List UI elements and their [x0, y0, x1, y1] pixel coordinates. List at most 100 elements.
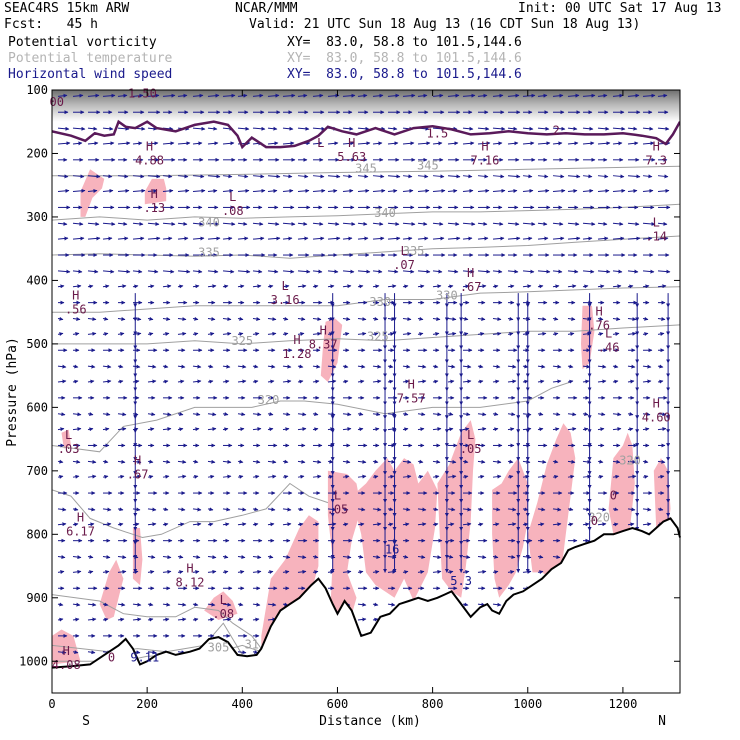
- wind-vector-1339: [462, 602, 469, 607]
- y-tick-label-1: 200: [26, 146, 48, 160]
- wind-vector-620: [132, 331, 142, 336]
- wind-vector-127: [117, 141, 131, 146]
- wind-vector-453: [87, 269, 99, 274]
- wind-vector-230: [432, 174, 445, 179]
- wind-vector-1018: [567, 474, 575, 479]
- wind-vector-517: [432, 284, 442, 289]
- wind-vector-236: [522, 174, 533, 179]
- wind-vector-120: [627, 126, 638, 131]
- wind-vector-144: [372, 141, 383, 146]
- wind-vector-1236: [147, 570, 155, 574]
- wind-vector-951: [177, 459, 187, 464]
- wind-vector-1014: [507, 474, 514, 479]
- wind-vector-1016: [537, 474, 547, 479]
- wind-vector-608: [567, 317, 576, 321]
- wind-vector-993: [192, 474, 199, 479]
- wind-vector-956: [252, 459, 261, 464]
- south-label: S: [82, 714, 90, 729]
- wind-vector-995: [222, 474, 232, 479]
- x-tick-label-6: 1200: [608, 697, 637, 711]
- wind-vector-649: [567, 331, 575, 336]
- wind-vector-713: [297, 364, 304, 369]
- wind-vector-820: [57, 412, 66, 417]
- wind-vector-496: [117, 284, 127, 289]
- wind-vector-575: [72, 317, 81, 321]
- wind-vector-28: [477, 93, 488, 98]
- wind-vector-944: [72, 459, 81, 464]
- wind-vector-1117: [207, 522, 214, 527]
- wind-vector-745: [162, 379, 169, 384]
- wind-vector-251: [132, 188, 146, 193]
- wind-vector-10: [207, 93, 220, 98]
- wind-vector-708: [222, 364, 231, 369]
- legend-potential-vorticity: Potential vorticity: [8, 35, 157, 50]
- wind-vector-451: [57, 269, 71, 274]
- wind-vector-974: [522, 459, 531, 464]
- wind-vector-403: [567, 236, 581, 241]
- wind-vector-894: [552, 427, 560, 432]
- theta-label-1: 340: [374, 206, 396, 220]
- wind-vector-1084: [327, 507, 337, 512]
- wind-vector-722: [432, 364, 439, 369]
- extremum-value-7: .14: [645, 229, 667, 243]
- wind-vector-279: [552, 188, 566, 193]
- wind-vector-471: [357, 269, 371, 274]
- wind-vector-865: [117, 427, 127, 432]
- wind-vector-737: [657, 364, 664, 369]
- wind-vector-1219: [507, 555, 516, 560]
- wind-vector-527: [582, 284, 589, 289]
- wind-vector-1110: [102, 522, 112, 527]
- wind-vector-1373: [357, 617, 367, 622]
- wind-vector-491: [657, 269, 671, 274]
- wind-vector-1203: [267, 554, 274, 559]
- theta-label-8: 325: [367, 330, 389, 344]
- wind-vector-223: [327, 174, 341, 179]
- wind-vector-286: [657, 188, 670, 193]
- wind-vector-1078: [237, 507, 247, 512]
- wind-vector-474: [402, 269, 415, 274]
- wind-vector-857: [612, 412, 622, 417]
- wind-vector-145: [387, 141, 399, 146]
- wind-vector-1332: [357, 602, 367, 607]
- wind-vector-388: [342, 236, 353, 241]
- wind-vector-152: [492, 141, 503, 146]
- wind-vector-1241: [222, 570, 229, 575]
- wind-vector-638: [402, 331, 412, 336]
- wind-vector-1067: [72, 507, 79, 512]
- wind-vector-233: [477, 174, 489, 179]
- wind-vector-1127: [357, 522, 365, 527]
- wind-vector-1141: [567, 522, 574, 527]
- wind-vector-378: [192, 236, 205, 241]
- wind-vector-1258: [477, 569, 487, 574]
- wind-vector-143: [357, 141, 371, 146]
- extremum-kind-21: L: [334, 488, 341, 502]
- extremum-kind-1: H: [151, 187, 158, 201]
- extremum-kind-4: H: [348, 136, 355, 150]
- wind-vector-1020: [597, 474, 604, 479]
- wind-vector-584: [207, 317, 216, 321]
- wind-vector-402: [552, 236, 565, 241]
- wind-vector-991: [162, 474, 170, 479]
- wind-vector-16: [297, 93, 308, 98]
- wind-vector-344: [297, 221, 308, 226]
- wind-vector-1112: [132, 522, 140, 527]
- wind-vector-365: [612, 221, 624, 226]
- wind-vector-1103: [612, 507, 619, 512]
- pv-area-14: [527, 423, 576, 579]
- wind-vector-389: [357, 236, 369, 241]
- wind-vector-579: [132, 317, 142, 322]
- wind-vector-238: [552, 174, 565, 179]
- theta-contour-3: [52, 482, 329, 539]
- wind-vector-86: [117, 126, 130, 131]
- wind-vector-239: [567, 174, 581, 179]
- wind-vector-758: [357, 379, 365, 384]
- wind-vector-2: [87, 93, 100, 98]
- wind-vector-589: [282, 316, 289, 321]
- wind-vector-644: [492, 331, 502, 336]
- wind-vector-522: [507, 284, 515, 289]
- wind-vector-887: [447, 427, 454, 432]
- wind-vector-111: [492, 126, 506, 131]
- wind-vector-1121: [267, 522, 275, 527]
- wind-vector-1135: [477, 522, 484, 527]
